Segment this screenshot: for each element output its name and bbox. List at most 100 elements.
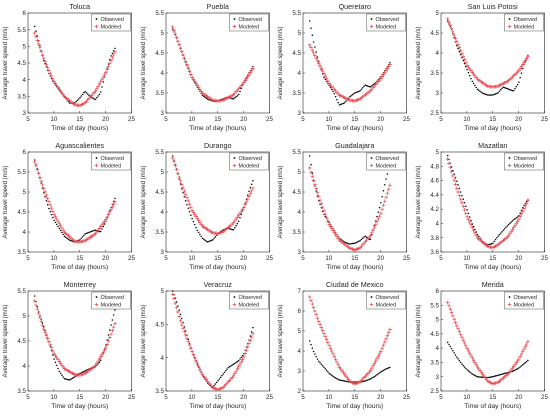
legend-modeled-label: Modeled [376, 303, 397, 309]
modeled-point [463, 60, 468, 65]
modeled-point [43, 330, 47, 335]
observed-point [483, 93, 486, 95]
observed-point [446, 154, 448, 157]
observed-point [491, 242, 494, 244]
modeled-point [231, 374, 235, 378]
modeled-point [188, 72, 193, 77]
observed-point [458, 50, 460, 53]
observed-point [98, 361, 101, 363]
legend-box [228, 152, 269, 171]
modeled-point [104, 217, 108, 222]
legend-observed-label: Observed [513, 17, 536, 23]
observed-point [83, 370, 85, 373]
x-tick-label: 10 [188, 394, 195, 401]
legend-observed-marker [233, 157, 235, 159]
modeled-point [326, 340, 330, 345]
modeled-point [233, 369, 238, 373]
modeled-point [324, 337, 329, 342]
y-tick-label: 5 [435, 149, 439, 156]
modeled-point [184, 62, 189, 67]
observed-point [211, 238, 214, 241]
series-modeled [445, 157, 530, 250]
observed-point [474, 231, 477, 233]
modeled-point [176, 314, 181, 319]
modeled-point [49, 206, 54, 210]
observed-point [508, 222, 511, 225]
modeled-point [47, 339, 51, 344]
observed-point [338, 379, 341, 381]
modeled-point [178, 319, 182, 323]
modeled-point [309, 45, 313, 50]
legend-modeled-label: Modeled [238, 25, 259, 31]
modeled-point [329, 226, 334, 231]
modeled-point [60, 226, 64, 230]
observed-point [85, 232, 88, 235]
modeled-point [173, 163, 177, 168]
modeled-point [107, 61, 112, 66]
modeled-point [453, 36, 457, 41]
observed-point [210, 239, 212, 242]
observed-point [308, 20, 311, 22]
modeled-point [196, 218, 200, 223]
modeled-point [385, 333, 390, 338]
y-tick-label: 5.5 [155, 149, 164, 156]
observed-point [67, 100, 70, 103]
observed-point [456, 184, 459, 186]
observed-point [79, 96, 81, 99]
legend-box [366, 291, 406, 310]
observed-point [387, 367, 390, 369]
modeled-point [333, 232, 338, 237]
observed-point [236, 95, 238, 97]
modeled-point [368, 233, 373, 238]
modeled-point [176, 42, 181, 47]
observed-point [449, 345, 451, 348]
observed-point [371, 233, 373, 236]
modeled-point [185, 339, 190, 344]
modeled-point [196, 364, 200, 368]
x-tick-label: 20 [377, 255, 384, 262]
observed-point [83, 234, 85, 236]
observed-point [495, 236, 498, 239]
observed-point [80, 237, 83, 239]
x-tick-label: 25 [541, 116, 548, 123]
observed-point [36, 305, 39, 308]
modeled-point [45, 336, 50, 341]
observed-point [333, 92, 336, 95]
observed-point [318, 360, 320, 363]
modeled-point [100, 77, 104, 82]
observed-point [516, 216, 518, 218]
modeled-point [457, 45, 461, 50]
observed-point [312, 41, 315, 43]
observed-point [465, 209, 468, 211]
observed-point [79, 238, 81, 241]
observed-point [369, 238, 372, 240]
observed-point [102, 225, 105, 228]
modeled-point [32, 31, 37, 35]
modeled-point [316, 61, 321, 66]
observed-point [351, 242, 354, 245]
observed-point [80, 95, 83, 97]
modeled-point [249, 189, 253, 193]
observed-point [33, 295, 36, 297]
y-tick-label: 3.5 [155, 229, 164, 236]
modeled-point [375, 219, 379, 224]
modeled-point [455, 42, 460, 47]
modeled-point [333, 357, 338, 362]
observed-point [52, 216, 54, 219]
legend-box [228, 291, 269, 310]
modeled-point [515, 219, 519, 224]
modeled-point [521, 206, 526, 211]
observed-point [212, 237, 215, 239]
observed-point [311, 347, 314, 349]
legend: Observed Modeled [91, 13, 131, 32]
observed-point [185, 203, 188, 206]
y-tick-label: 3.5 [17, 388, 26, 395]
x-tick-label: 5 [439, 116, 443, 123]
modeled-point [462, 57, 466, 62]
x-tick-label: 5 [439, 255, 443, 262]
modeled-point [110, 205, 115, 209]
y-tick-label: 6 [23, 149, 27, 156]
series-observed [446, 20, 529, 96]
modeled-point [246, 72, 251, 77]
observed-point [241, 354, 243, 357]
